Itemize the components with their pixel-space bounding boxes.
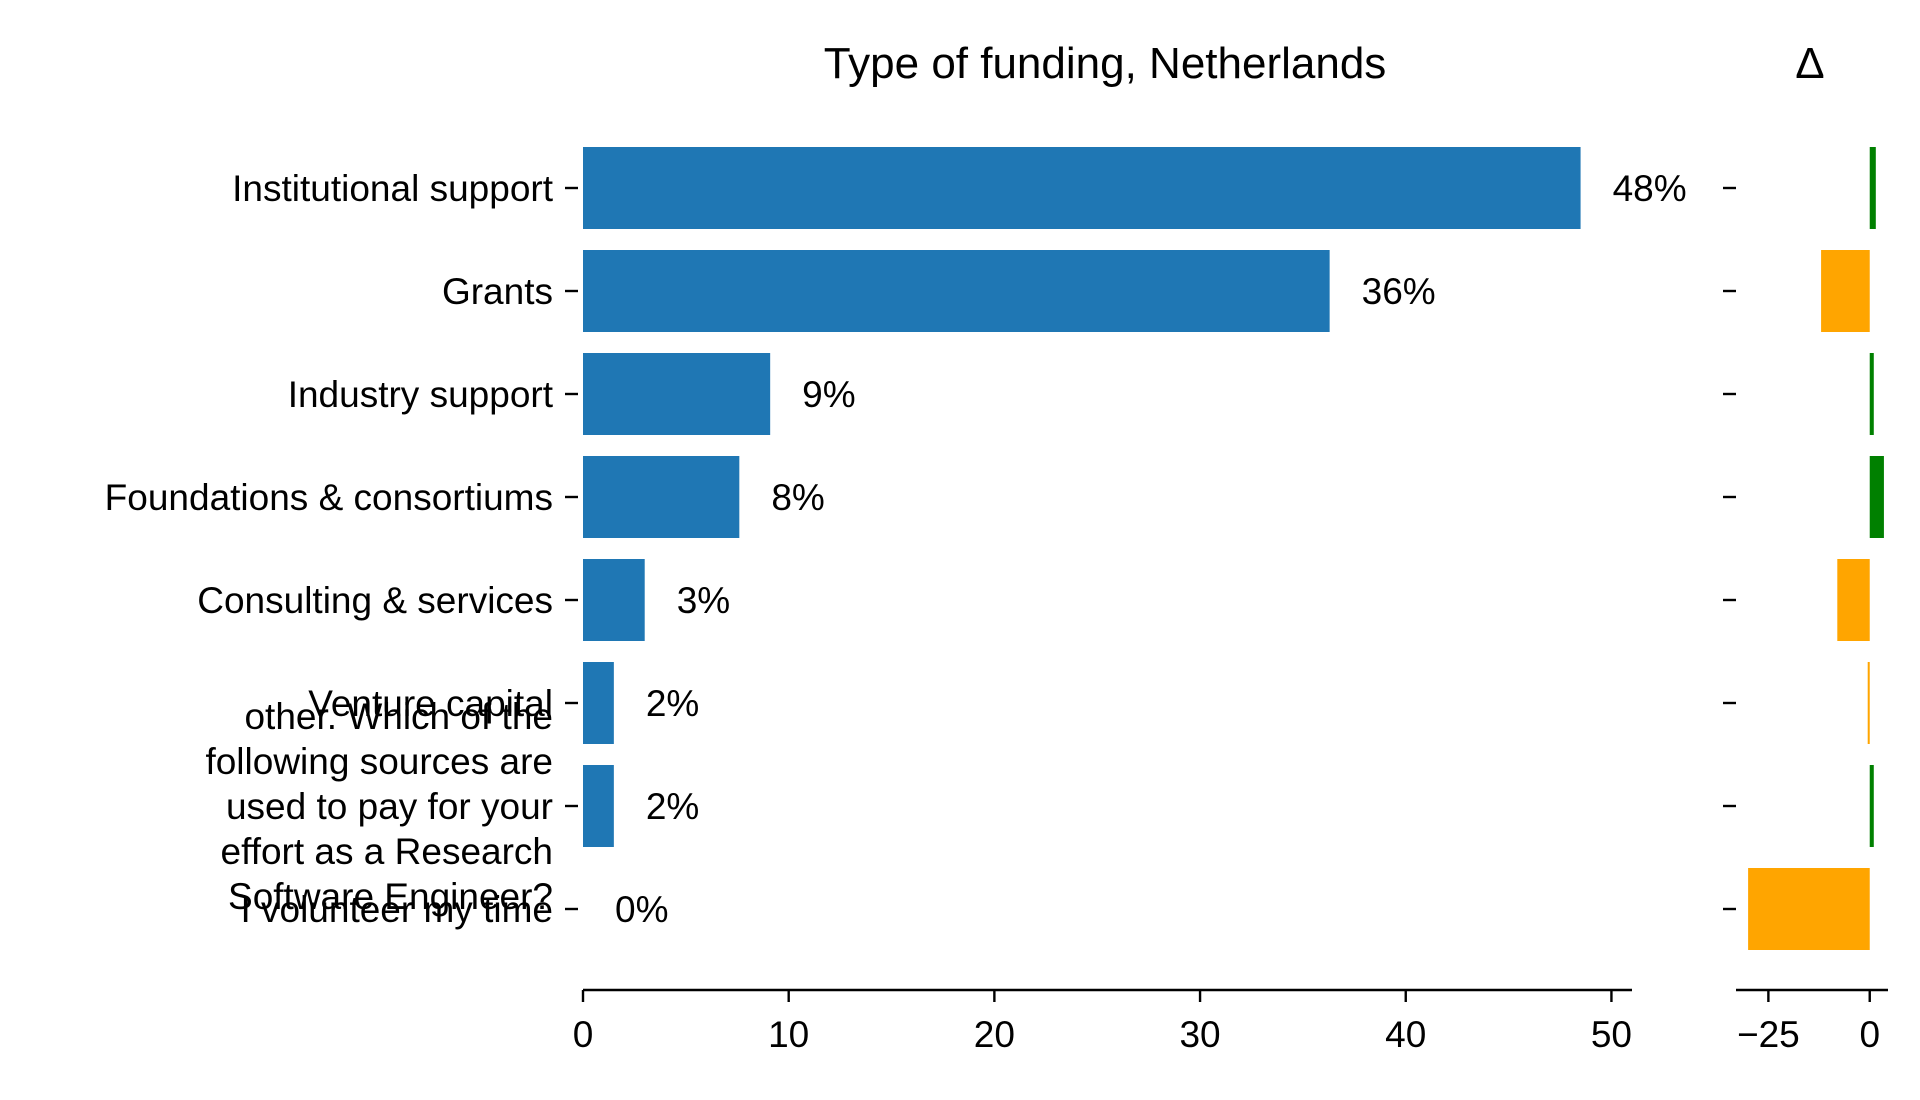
category-label-6: other. Which of the following sources are…	[205, 696, 553, 917]
data-label-7: 0%	[615, 889, 668, 930]
delta-bar-5	[1867, 662, 1870, 744]
category-label-7: I volunteer my time	[240, 889, 553, 930]
x-tick-label-2: 20	[974, 1014, 1015, 1055]
bar-3	[583, 456, 740, 538]
delta-bar-3	[1869, 456, 1884, 538]
delta-x-axis: −25 0	[1736, 988, 1888, 1055]
delta-y-ticks	[1723, 186, 1736, 911]
delta-bar-2	[1869, 353, 1874, 435]
x-tick-label-3: 30	[1179, 1014, 1220, 1055]
bar-2	[583, 353, 771, 435]
x-tick-label-4: 40	[1385, 1014, 1426, 1055]
delta-bar-1	[1821, 250, 1870, 332]
delta-x-tick-label-1: 0	[1859, 1014, 1880, 1055]
main-chart-title: Type of funding, Netherlands	[824, 39, 1387, 88]
category-label-0: Institutional support	[232, 168, 554, 209]
category-labels: Institutional support Grants Industry supp…	[105, 168, 554, 930]
bar-6	[583, 765, 614, 847]
data-label-5: 2%	[646, 683, 699, 724]
data-label-1: 36%	[1362, 271, 1436, 312]
delta-x-tick-label-0: −25	[1737, 1014, 1800, 1055]
main-y-ticks	[565, 186, 578, 911]
category-label-4: Consulting & services	[197, 580, 553, 621]
data-label-4: 3%	[677, 580, 730, 621]
main-bars	[583, 147, 1581, 847]
category-label-3: Foundations & consortiums	[105, 477, 553, 518]
delta-bar-0	[1869, 147, 1876, 229]
data-label-2: 9%	[802, 374, 855, 415]
delta-bars	[1748, 147, 1884, 950]
delta-bar-4	[1837, 559, 1870, 641]
x-tick-label-5: 50	[1591, 1014, 1632, 1055]
category-label-5: Venture capital	[308, 683, 553, 724]
main-x-axis: 0 10 20 30 40 50	[573, 988, 1632, 1055]
category-label-1: Grants	[442, 271, 553, 312]
data-label-3: 8%	[771, 477, 824, 518]
x-tick-label-0: 0	[573, 1014, 594, 1055]
delta-chart-title: Δ	[1795, 39, 1824, 88]
data-labels: 48% 36% 9% 8% 3% 2% 2% 0%	[615, 168, 1687, 930]
category-label-2: Industry support	[288, 374, 554, 415]
delta-bar-6	[1869, 765, 1874, 847]
bar-5	[583, 662, 614, 744]
bar-4	[583, 559, 645, 641]
data-label-6: 2%	[646, 786, 699, 827]
x-tick-label-1: 10	[768, 1014, 809, 1055]
bar-1	[583, 250, 1330, 332]
data-label-0: 48%	[1613, 168, 1687, 209]
bar-0	[583, 147, 1581, 229]
delta-bar-7	[1748, 868, 1870, 950]
